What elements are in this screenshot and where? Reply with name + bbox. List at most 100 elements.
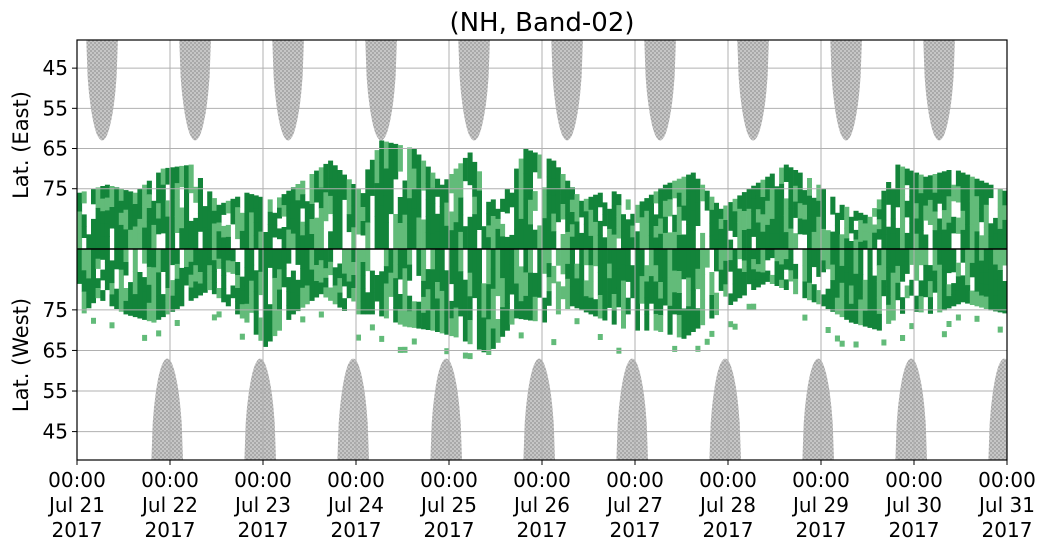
echo-cell-west [741,272,747,284]
echo-cell-west [769,274,775,284]
echo-cell-west [495,272,501,297]
echo-cell-scatter [462,352,468,359]
echo-cell-west [481,317,487,353]
echo-cell-west [109,283,115,295]
echo-cell-west [579,264,585,280]
echo-cell-east [458,197,464,216]
echo-cell-west [667,277,673,307]
echo-cell-scatter [369,324,375,331]
echo-cell-west [123,262,129,276]
echo-cell-west [751,259,757,270]
echo-cell-west [193,249,199,266]
echo-cell-west [872,302,878,330]
echo-cell-east [751,211,757,225]
echo-cell-east [616,216,622,228]
echo-cell-west [681,249,687,280]
echo-cell-east [760,197,766,215]
echo-cell-west [890,272,896,297]
echo-cell-east [635,240,640,250]
echo-cell-east [318,208,324,229]
echo-cell-west [718,249,724,271]
echo-cell-west [435,315,441,332]
echo-cell-west [588,297,594,315]
echo-cell-east [146,208,152,223]
echo-cell-east [579,200,585,218]
echo-cell-east [569,212,575,225]
echo-cell-east [137,233,143,250]
echo-cell-east [681,176,687,192]
echo-cell-east [430,218,436,235]
echo-cell-west [960,275,966,290]
echo-cell-east [728,220,734,231]
echo-cell-west [397,309,403,325]
echo-cell-east [886,182,892,205]
echo-cell-east [890,203,896,220]
echo-cell-west [597,295,603,319]
echo-cell-east [295,200,301,217]
echo-cell-east [318,228,324,250]
echo-cell-west [914,295,920,312]
echo-cell-west [439,311,445,334]
echo-cell-east [672,231,678,250]
echo-cell-east [211,210,217,224]
echo-cell-east [658,203,664,219]
echo-cell-west [523,249,529,273]
echo-cell-west [741,283,747,296]
echo-cell-west [430,249,436,270]
echo-cell-east [746,208,752,230]
y-tick: 75 [43,177,77,201]
echo-cell-west [356,292,361,315]
echo-cell-east [862,231,868,241]
echo-cell-east [458,231,464,250]
echo-cell-west [290,292,296,315]
echo-cell-east [616,194,622,206]
echo-cell-east [676,178,682,194]
echo-cell-east [258,214,264,233]
echo-cell-west [811,284,817,303]
echo-cell-east [876,199,882,210]
echo-cell-east [118,188,124,202]
echo-cell-west [732,249,738,267]
echo-cell-east [532,229,538,250]
echo-cell-west [644,281,650,299]
echo-cell-east [244,230,250,250]
echo-cell-west [969,290,975,305]
echo-cell-west [518,283,524,302]
echo-cell-west [881,249,887,266]
echo-cell-west [983,260,989,274]
echo-cell-west [244,285,250,305]
echo-cell-east [602,214,608,227]
echo-cell-west [546,263,552,278]
echo-cell-west [755,271,761,280]
echo-cell-west [230,285,236,299]
echo-cell-east [486,201,492,215]
echo-cell-east [114,228,120,250]
echo-cell-east [625,239,631,250]
echo-cell-east [662,200,668,218]
echo-cell-east [267,199,273,213]
echo-cell-east [397,223,403,250]
echo-cell-west [988,289,994,311]
x-tick-label: 00:00 [978,468,1036,492]
echo-cell-east [91,218,96,235]
echo-cell-east [118,236,124,250]
echo-cell-east [714,221,719,231]
echo-cell-east [435,231,441,250]
echo-cell-west [81,270,87,293]
echo-cell-west [927,281,933,298]
echo-cell-west [486,284,492,320]
echo-cell-east [946,222,952,250]
echo-cell-east [439,227,445,250]
echo-cell-west [760,272,766,285]
echo-cell-east [528,150,533,176]
echo-cell-west [848,303,854,323]
echo-cell-east [779,200,785,217]
echo-cell-west [509,309,515,325]
echo-cell-east [523,223,529,250]
echo-cell-west [332,267,338,287]
echo-cell-west [951,260,957,273]
echo-cell-west [569,286,575,307]
echo-cell-east [965,224,971,250]
echo-cell-east [937,233,943,250]
